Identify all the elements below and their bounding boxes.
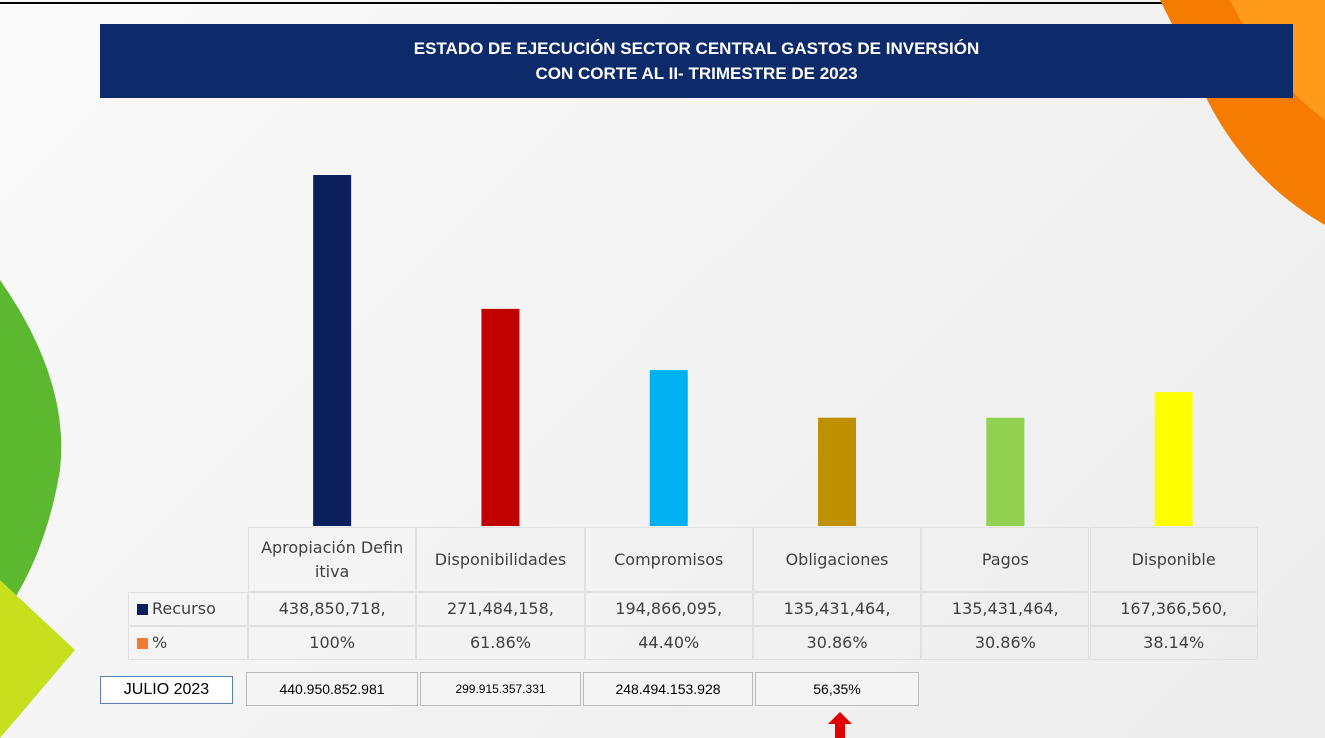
value-label: 167,366,560,: [1089, 592, 1258, 626]
legend-swatch: [137, 637, 148, 649]
value-label: 438,850,718,: [248, 592, 417, 626]
value-label: 135,431,464,: [921, 592, 1090, 626]
bar: [1154, 392, 1193, 526]
bar: [986, 417, 1025, 526]
legend-swatch: [137, 603, 148, 615]
comparison-cell: 56,35%: [755, 672, 919, 706]
bar: [818, 417, 857, 526]
value-label: 61.86%: [416, 626, 585, 660]
value-label: 38.14%: [1089, 626, 1258, 660]
category-label: Compromisos: [584, 527, 753, 592]
category-label: Obligaciones: [752, 527, 922, 592]
value-label: 100%: [248, 626, 417, 660]
title-line: CON CORTE AL II- TRIMESTRE DE 2023: [535, 64, 858, 83]
comparison-label: JULIO 2023: [100, 676, 233, 704]
comparison-cell: 299.915.357.331: [420, 672, 581, 706]
category-label: Disponible: [1089, 527, 1258, 592]
category-label: Pagos: [921, 527, 1090, 592]
value-label: 271,484,158,: [416, 592, 585, 626]
bar: [481, 308, 520, 526]
value-label: 135,431,464,: [752, 592, 922, 626]
value-label: 30.86%: [921, 626, 1090, 660]
comparison-cell: 440.950.852.981: [246, 672, 418, 706]
bar: [313, 175, 352, 526]
value-label: 30.86%: [752, 626, 922, 660]
title-banner: ESTADO DE EJECUCIÓN SECTOR CENTRAL GASTO…: [100, 24, 1293, 98]
legend-entry: %: [128, 626, 248, 660]
title-line: ESTADO DE EJECUCIÓN SECTOR CENTRAL GASTO…: [413, 39, 980, 58]
legend-label: Recurso: [152, 599, 216, 618]
value-label: 44.40%: [584, 626, 753, 660]
comparison-cell: 248.494.153.928: [583, 672, 753, 706]
table-corner: [128, 527, 248, 592]
category-label: Apropiación Definitiva: [248, 527, 417, 592]
legend-label: %: [152, 633, 168, 652]
value-label: 194,866,095,: [584, 592, 753, 626]
bar: [649, 370, 688, 526]
legend-entry: Recurso: [128, 592, 248, 626]
category-label: Disponibilidades: [416, 527, 585, 592]
